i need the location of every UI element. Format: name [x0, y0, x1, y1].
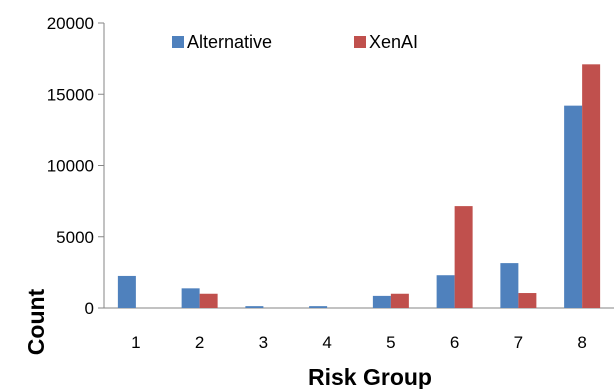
legend-swatch-xenai	[354, 36, 366, 48]
bar-alternative-1	[117, 275, 136, 308]
legend-label-xenai: XenAI	[369, 32, 418, 52]
bar-xenai-7	[518, 293, 537, 308]
legend-swatch-alternative	[172, 36, 184, 48]
y-tick-label: 20000	[47, 14, 94, 33]
x-axis-title: Risk Group	[308, 364, 432, 389]
y-axis-title: Count	[23, 288, 49, 355]
x-tick-group: 1 2 3 4 5 6 7 8	[131, 333, 587, 352]
x-tick-label: 8	[577, 333, 586, 352]
y-tick-label: 5000	[56, 228, 94, 247]
bar-alternative-2	[181, 288, 200, 308]
legend-label-alternative: Alternative	[187, 32, 272, 52]
x-tick-label: 6	[450, 333, 459, 352]
bar-xenai-6	[454, 206, 473, 308]
bar-alternative-3	[245, 306, 264, 308]
bar-alternative-6	[436, 275, 455, 308]
x-tick-label: 2	[195, 333, 204, 352]
bar-xenai-2	[199, 293, 218, 308]
bar-alternative-7	[500, 263, 519, 308]
x-tick-label: 5	[386, 333, 395, 352]
x-tick-label: 3	[259, 333, 268, 352]
bar-group	[117, 64, 601, 309]
legend: Alternative XenAI	[172, 32, 418, 52]
y-tick-label: 10000	[47, 157, 94, 176]
x-tick-label: 7	[514, 333, 523, 352]
bar-alternative-8	[564, 105, 583, 309]
bar-xenai-5	[390, 293, 409, 308]
y-tick-label: 0	[85, 299, 94, 318]
plot-area: 0 5000 10000 15000 20000 1 2 3 4 5 6 7 8	[47, 14, 614, 352]
x-tick-label: 4	[322, 333, 331, 352]
x-tick-label: 1	[131, 333, 140, 352]
y-tick-group: 0 5000 10000 15000 20000	[47, 14, 104, 318]
bar-alternative-4	[309, 306, 328, 308]
bar-alternative-5	[372, 295, 391, 308]
y-tick-label: 15000	[47, 85, 94, 104]
bar-xenai-8	[582, 64, 601, 308]
